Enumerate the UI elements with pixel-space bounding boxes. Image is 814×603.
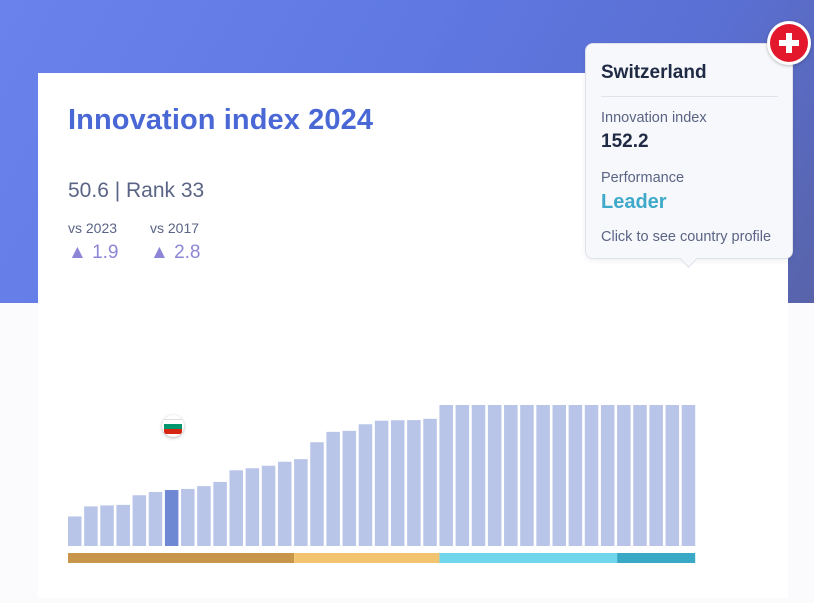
country-bar[interactable] xyxy=(261,465,276,546)
country-bar[interactable] xyxy=(649,405,663,546)
country-bar[interactable] xyxy=(391,420,405,546)
country-bar[interactable] xyxy=(100,505,114,546)
country-bar[interactable] xyxy=(213,481,227,546)
country-bar[interactable] xyxy=(552,405,567,546)
innovation-bar-chart xyxy=(68,405,696,563)
swiss-flag-disc xyxy=(770,24,808,62)
score-rank: 50.6 | Rank 33 xyxy=(68,179,205,202)
country-bar[interactable] xyxy=(617,405,631,546)
country-bar[interactable] xyxy=(665,405,680,546)
performance-band-moderate xyxy=(294,553,440,563)
country-bar[interactable] xyxy=(374,420,389,546)
country-bar[interactable] xyxy=(407,420,421,546)
country-bar[interactable] xyxy=(536,405,550,546)
tooltip-performance-label: Performance xyxy=(601,170,685,186)
country-bar[interactable] xyxy=(277,461,292,546)
tooltip-index-value: 152.2 xyxy=(601,131,649,152)
country-bar[interactable] xyxy=(148,492,163,546)
country-bar[interactable] xyxy=(568,405,583,546)
country-bar[interactable] xyxy=(633,405,647,546)
country-bar[interactable] xyxy=(229,470,244,546)
country-bar[interactable] xyxy=(310,442,324,546)
country-bar[interactable] xyxy=(294,459,308,546)
page-background xyxy=(788,303,814,603)
country-bar[interactable] xyxy=(520,405,534,546)
country-bar[interactable] xyxy=(439,405,453,546)
country-bar[interactable] xyxy=(487,405,502,546)
tooltip-index-label: Innovation index xyxy=(601,110,707,126)
page-title: Innovation index 2024 xyxy=(68,104,374,136)
country-bar[interactable] xyxy=(181,488,195,546)
country-bar[interactable] xyxy=(245,468,260,546)
country-bar[interactable] xyxy=(455,405,470,546)
country-bar[interactable] xyxy=(68,516,82,546)
country-bar[interactable] xyxy=(116,504,130,546)
country-bar[interactable] xyxy=(600,405,615,546)
tooltip-country-name: Switzerland xyxy=(601,62,707,83)
tooltip-profile-link[interactable]: Click to see country profile xyxy=(601,229,772,245)
swiss-flag-icon[interactable] xyxy=(767,21,811,65)
performance-band-emerging xyxy=(68,553,295,563)
country-bar[interactable] xyxy=(584,405,599,546)
country-tooltip[interactable]: Switzerland Innovation index 152.2 Perfo… xyxy=(585,43,793,259)
country-bar[interactable] xyxy=(681,405,696,546)
bulgarian-flag-icon[interactable] xyxy=(162,415,184,437)
tooltip-performance-value: Leader xyxy=(601,191,667,213)
country-bar[interactable] xyxy=(423,418,437,546)
country-bar[interactable] xyxy=(132,495,147,546)
comparison-label-2017: vs 2017 xyxy=(150,220,200,236)
country-bar[interactable] xyxy=(471,405,486,546)
comparison-value-2023: ▲ 1.9 xyxy=(68,242,119,263)
country-bar[interactable] xyxy=(358,424,373,546)
comparison-value-2017: ▲ 2.8 xyxy=(150,242,201,263)
country-bar[interactable] xyxy=(504,405,518,546)
country-bar[interactable] xyxy=(342,430,357,546)
performance-band-leader xyxy=(617,553,696,563)
country-bar[interactable] xyxy=(197,486,211,546)
performance-band-strong xyxy=(439,553,618,563)
tooltip-divider xyxy=(601,96,778,97)
highlighted-country-bar[interactable] xyxy=(164,490,179,546)
country-bar[interactable] xyxy=(84,506,98,546)
country-bar[interactable] xyxy=(326,431,340,546)
comparison-label-2023: vs 2023 xyxy=(68,220,118,236)
